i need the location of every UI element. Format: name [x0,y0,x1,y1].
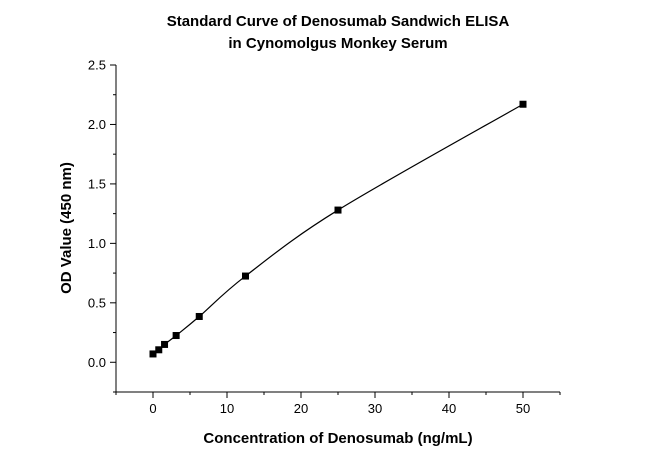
data-point [155,346,163,354]
data-point [195,312,203,320]
x-tick-label: 10 [220,401,234,416]
y-tick-label: 0.0 [88,355,106,370]
y-ticks: 0.0 0.5 1.0 1.5 2.0 2.5 [88,58,116,393]
x-tick-label: 0 [149,401,156,416]
y-tick-label: 1.5 [88,176,106,191]
y-tick-label: 2.5 [88,58,106,73]
x-tick-label: 30 [368,401,382,416]
x-ticks: 0 10 20 30 40 50 [115,392,561,416]
y-axis-label: OD Value (450 nm) [58,162,75,294]
data-point [519,100,527,108]
y-tick-label: 2.0 [88,117,106,132]
data-point [334,206,342,214]
data-point [161,340,169,348]
x-tick-label: 20 [294,401,308,416]
axes [115,65,560,393]
chart-title-line-1: Standard Curve of Denosumab Sandwich ELI… [167,13,510,30]
x-tick-label: 50 [516,401,530,416]
chart-title-line-2: in Cynomolgus Monkey Serum [228,35,447,52]
data-point [242,272,249,280]
y-tick-label: 0.5 [88,295,106,310]
x-tick-label: 40 [442,401,456,416]
data-point [149,350,157,358]
data-point [172,332,180,340]
fit-curve [152,103,524,355]
data-points [149,100,527,358]
x-axis-label: Concentration of Denosumab (ng/mL) [203,430,472,447]
y-tick-label: 1.0 [88,236,106,251]
